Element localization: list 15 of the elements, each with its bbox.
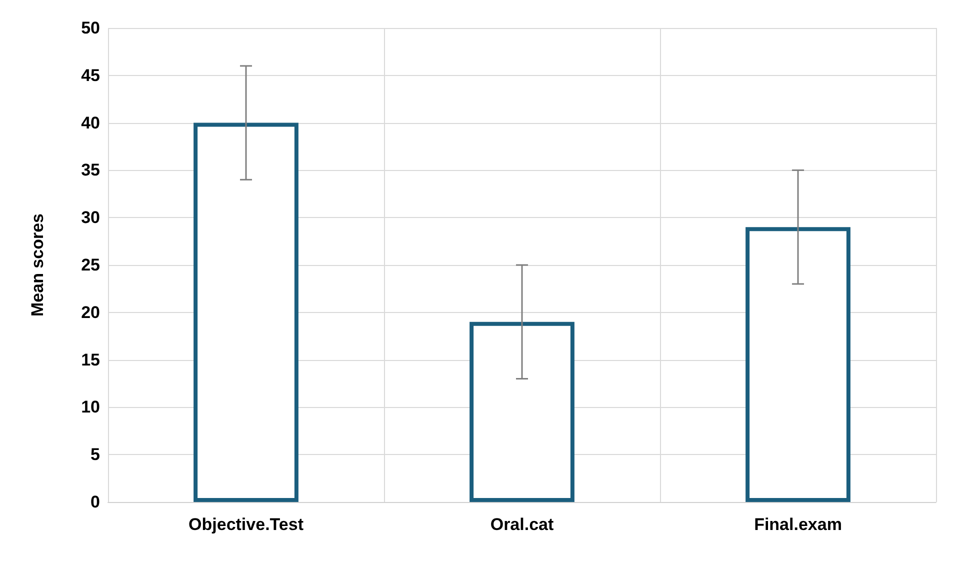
y-tick-label: 25 <box>81 256 100 274</box>
y-tick-label: 30 <box>81 208 100 228</box>
x-tick-label: Objective.Test <box>188 515 304 534</box>
y-tick-label: 0 <box>90 492 100 512</box>
y-tick-label: 40 <box>81 113 100 132</box>
y-axis-title: Mean scores <box>28 214 47 316</box>
y-tick-label: 10 <box>81 398 100 417</box>
y-tick-label: 20 <box>81 302 100 322</box>
y-tick-label: 35 <box>81 160 100 180</box>
y-tick-label: 50 <box>81 18 100 38</box>
y-tick-label: 15 <box>81 350 100 370</box>
x-tick-label: Oral.cat <box>490 515 554 534</box>
x-tick-label: Final.exam <box>754 515 842 534</box>
y-tick-label: 5 <box>90 445 100 464</box>
y-tick-label: 45 <box>81 66 100 85</box>
